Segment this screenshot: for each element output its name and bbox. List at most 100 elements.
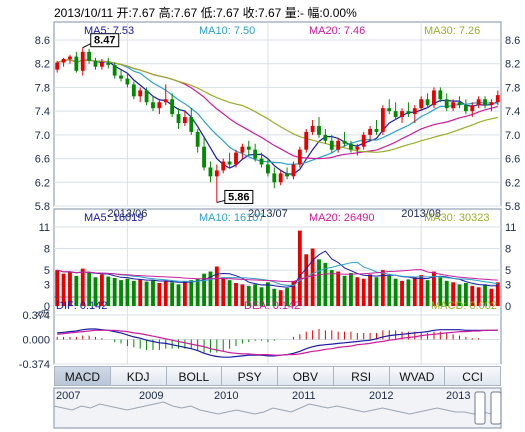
overview-year-label: 2012	[369, 390, 393, 402]
volume-bar	[80, 268, 85, 306]
overview-year-label: 2010	[214, 390, 238, 402]
volume-bar	[419, 275, 424, 306]
candle-body	[419, 99, 424, 109]
price-ytick-right: 7.4	[505, 106, 520, 118]
volume-bar	[317, 259, 321, 306]
low-label: 低:	[200, 6, 216, 20]
candle-body	[368, 128, 373, 135]
price-ytick-right: 8.2	[505, 59, 520, 71]
candle-body	[349, 143, 353, 150]
price-xtick: 2013/08	[401, 208, 441, 220]
range-handle-right[interactable]	[490, 391, 502, 425]
volume-bar	[182, 281, 187, 306]
candle-body	[285, 173, 289, 177]
tab-boll[interactable]: BOLL	[166, 366, 223, 386]
volume-bar	[189, 280, 194, 306]
volume-bar	[412, 277, 417, 306]
price-xtick: 2013/06	[108, 208, 148, 220]
volume-bar	[176, 284, 181, 306]
annotation-leader	[82, 43, 91, 49]
candle-body	[393, 111, 398, 118]
volume-bar	[291, 280, 296, 306]
candle-body	[74, 56, 79, 71]
candle-body	[342, 140, 347, 144]
volume-ytick-left: 0	[44, 301, 50, 313]
volume-legend-2: MA20: 26490	[309, 212, 374, 224]
candle-body	[297, 149, 302, 165]
volume-bar	[278, 290, 283, 306]
price-ytick-left: 8.6	[35, 35, 50, 47]
price-xtick: 2013/07	[248, 208, 288, 220]
price-ytick-right: 8.6	[505, 35, 520, 47]
macd-panel	[53, 296, 502, 365]
tab-cci[interactable]: CCI	[445, 366, 501, 386]
candle-body	[151, 102, 155, 109]
volume-bar	[272, 288, 277, 306]
candle-body	[380, 108, 385, 132]
candle-body	[259, 158, 264, 165]
candle-body	[55, 62, 60, 70]
price-ma5-line	[57, 58, 499, 175]
candle-body	[61, 58, 66, 63]
annotation-box	[90, 33, 120, 48]
tab-macd[interactable]: MACD	[54, 366, 111, 386]
candle-body	[157, 102, 162, 109]
candle-body	[221, 161, 226, 171]
volume-label: 量:	[284, 6, 301, 20]
volume-bar	[157, 283, 162, 306]
price-legend-3: MA30: 7.26	[424, 25, 480, 37]
annotation-box	[224, 189, 254, 204]
price-ytick-right: 6.6	[505, 154, 520, 166]
volume-value: -	[300, 6, 305, 20]
candle-body	[425, 99, 430, 106]
candle-body	[323, 134, 328, 141]
candle-body	[99, 62, 104, 67]
macd-dea-line	[57, 329, 498, 356]
candle-body	[495, 95, 500, 103]
volume-bar	[438, 277, 443, 306]
volume-bar	[259, 287, 264, 306]
overview-year-label: 2007	[56, 390, 80, 402]
volume-ma10-line	[57, 261, 498, 286]
candle-body	[106, 62, 111, 65]
volume-bar	[432, 271, 436, 306]
candle-body	[227, 161, 232, 165]
volume-bar	[349, 272, 353, 306]
candle-body	[182, 117, 187, 123]
candle-body	[476, 99, 481, 106]
range-handle-left[interactable]	[474, 391, 486, 425]
price-ytick-left: 7.0	[35, 130, 50, 142]
candle-body	[278, 173, 283, 183]
open-value: 7.67	[131, 6, 156, 20]
close-value: 7.67	[258, 6, 282, 20]
tab-kdj[interactable]: KDJ	[110, 366, 167, 386]
candle-body	[112, 64, 117, 76]
volume-bar	[151, 280, 155, 306]
price-panel	[53, 21, 502, 207]
tab-rsi[interactable]: RSI	[333, 366, 390, 386]
candle-body	[163, 99, 168, 103]
volume-bar	[355, 277, 360, 306]
volume-bar	[61, 273, 66, 306]
candle-body	[234, 152, 238, 165]
candle-body	[131, 84, 136, 97]
candle-body	[214, 170, 219, 177]
candle-body	[336, 140, 341, 150]
overview-year-label: 2013	[446, 390, 470, 402]
overview-line	[53, 401, 502, 415]
candle-body	[463, 105, 468, 112]
tab-psy[interactable]: PSY	[222, 366, 278, 386]
volume-bar	[170, 282, 175, 306]
price-ytick-right: 7.8	[505, 82, 520, 94]
candle-body	[202, 146, 206, 168]
volume-bar	[463, 283, 468, 306]
volume-bar	[489, 288, 494, 306]
volume-bar	[93, 277, 98, 306]
candle-body	[195, 131, 200, 147]
volume-ytick-left: 5	[44, 265, 50, 277]
volume-bar	[131, 280, 136, 306]
candle-body	[272, 173, 277, 183]
tab-obv[interactable]: OBV	[278, 366, 334, 386]
tab-wvad[interactable]: WVAD	[389, 366, 446, 386]
